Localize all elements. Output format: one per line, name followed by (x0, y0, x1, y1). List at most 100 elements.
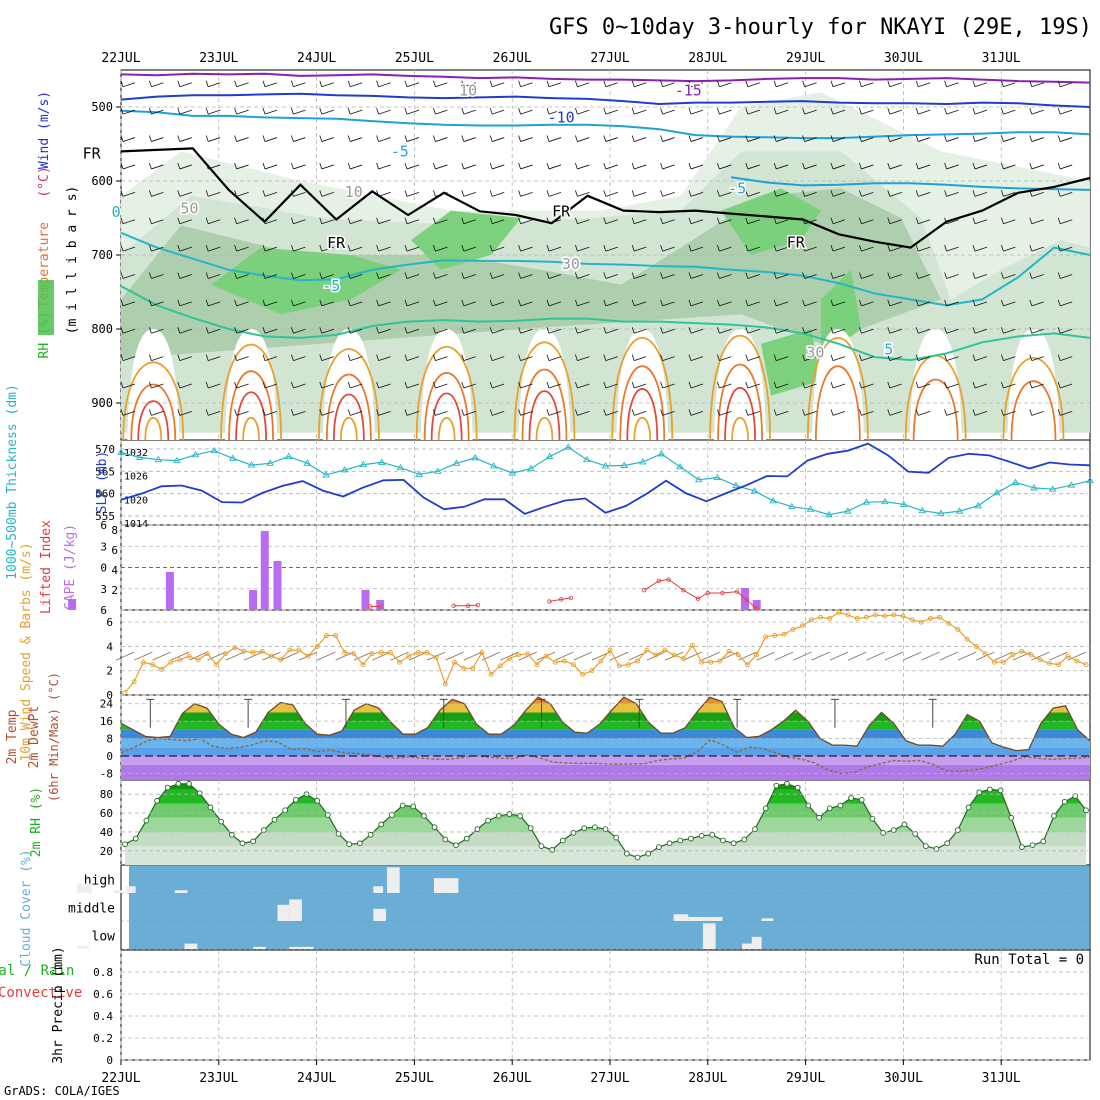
upper-wind-barb-flag (149, 135, 152, 142)
upper-wind-barb-flag (404, 272, 408, 279)
rh-marker (1083, 807, 1089, 814)
upper-wind-barb (974, 301, 988, 307)
wind-speed-marker (250, 650, 256, 655)
slp-ylabel: SLP (mb) (95, 451, 110, 514)
upper-wind-barb (577, 137, 590, 142)
upper-wind-barb (492, 109, 505, 115)
upper-wind-barb-flag (717, 217, 720, 224)
upper-wind-barb (463, 219, 476, 225)
upper-wind-barb (435, 137, 448, 142)
rh-tick-80: 80 (100, 788, 113, 801)
upper-wind-barb-flag (433, 135, 436, 142)
warm-isotherm-arch (717, 363, 763, 441)
lifted-index-marker (734, 589, 740, 594)
upper-wind-barb (804, 109, 817, 115)
rh-marker (506, 811, 513, 817)
surface-wind-barb (774, 651, 794, 661)
rh-marker (357, 840, 363, 847)
upper-wind-barb (378, 356, 391, 361)
upper-wind-barb-flag (461, 272, 465, 279)
upper-wind-barb-flag (319, 299, 323, 306)
upper-wind-barb (1003, 191, 1016, 197)
contour-label: FR (552, 202, 571, 220)
upper-wind-barb-flag (120, 162, 124, 170)
upper-wind-barb (321, 274, 334, 279)
upper-wind-barb (378, 246, 391, 252)
thickness-marker (750, 487, 759, 494)
wind-speed-marker (360, 662, 366, 668)
upper-wind-barb-flag (603, 244, 607, 252)
upper-wind-barb-flag (1001, 217, 1004, 224)
rh-marker (292, 796, 299, 803)
upper-wind-barb-flag (1029, 354, 1033, 361)
rh-marker (880, 830, 886, 836)
x-tick-bottom-27JUL: 27JUL (590, 1071, 629, 1086)
upper-wind-barb (350, 410, 363, 416)
upper-wind-barb-flag (773, 409, 777, 416)
upper-wind-barb-flag (291, 381, 294, 389)
rh-marker (1040, 838, 1047, 845)
wind-speed-marker (1065, 653, 1071, 659)
upper-wind-barb-flag (347, 299, 351, 306)
upper-wind-barb (435, 328, 448, 334)
upper-wind-barb (918, 383, 931, 389)
slp-tick-1020: 1020 (124, 495, 148, 506)
upper-wind-barb (520, 191, 533, 197)
upper-wind-barb (208, 137, 221, 142)
upper-wind-barb-flag (631, 272, 635, 279)
x-tick-top-31JUL: 31JUL (982, 51, 1021, 66)
upper-wind-barb (605, 301, 618, 307)
wind-speed-marker (204, 651, 210, 657)
upper-wind-barb (832, 109, 846, 115)
upper-wind-barb-flag (660, 135, 663, 142)
upper-wind-barb-flag (461, 190, 465, 197)
rh-marker (976, 789, 983, 796)
upper-wind-barb-flag (518, 354, 521, 361)
upper-wind-barb (406, 246, 420, 252)
wind-speed-marker (699, 659, 705, 665)
rh-marker (271, 816, 278, 823)
clear-pocket (811, 329, 864, 440)
upper-wind-barb-flag (347, 244, 351, 252)
upper-wind-barb (690, 109, 704, 115)
upper-wind-barb-flag (433, 162, 436, 170)
rh-marker (239, 840, 246, 847)
upper-wind-barb-flag (149, 272, 152, 279)
wind-speed-marker (287, 647, 293, 653)
upper-wind-barb-flag (972, 272, 976, 279)
contour-label: 0 (112, 203, 121, 221)
wind-speed-marker (873, 612, 878, 618)
surface-wind-barb (848, 651, 867, 661)
rh-marker (453, 842, 459, 849)
upper-wind-barb-flag (319, 217, 323, 224)
upper-wind-barb (435, 191, 448, 197)
thickness-marker (508, 469, 517, 476)
upper-wind-barb-flag (461, 409, 465, 416)
upper-wind-barb-flag (262, 135, 266, 142)
upper-wind-barb-flag (944, 381, 947, 389)
upper-wind-barb-flag (291, 272, 294, 279)
upper-wind-barb-flag (717, 381, 720, 389)
upper-wind-barb (264, 301, 278, 307)
upper-wind-barb (946, 383, 959, 389)
rh-marker (837, 802, 844, 809)
upper-wind-barb-flag (944, 354, 947, 361)
upper-wind-barb (293, 328, 306, 334)
temp-tick-16: 16 (100, 715, 113, 728)
upper-wind-barb (889, 383, 902, 389)
cloud-bar-middle (688, 916, 723, 921)
upper-wind-barb (577, 164, 590, 170)
upper-wind-barb (577, 109, 590, 115)
upper-wind-barb-flag (802, 108, 805, 115)
upper-wind-barb-flag (177, 409, 181, 416)
wind-speed-marker (836, 609, 842, 615)
upper-wind-barb (293, 191, 306, 197)
upper-wind-barb (264, 109, 278, 115)
upper-wind-barb (151, 137, 164, 142)
wind-speed-marker (589, 668, 595, 674)
upper-wind-barb (293, 274, 306, 279)
wind-speed-marker (635, 658, 640, 664)
upper-wind-barb (832, 191, 846, 197)
upper-wind-barb (1060, 301, 1073, 307)
upper-wind-barb-flag (887, 327, 891, 334)
